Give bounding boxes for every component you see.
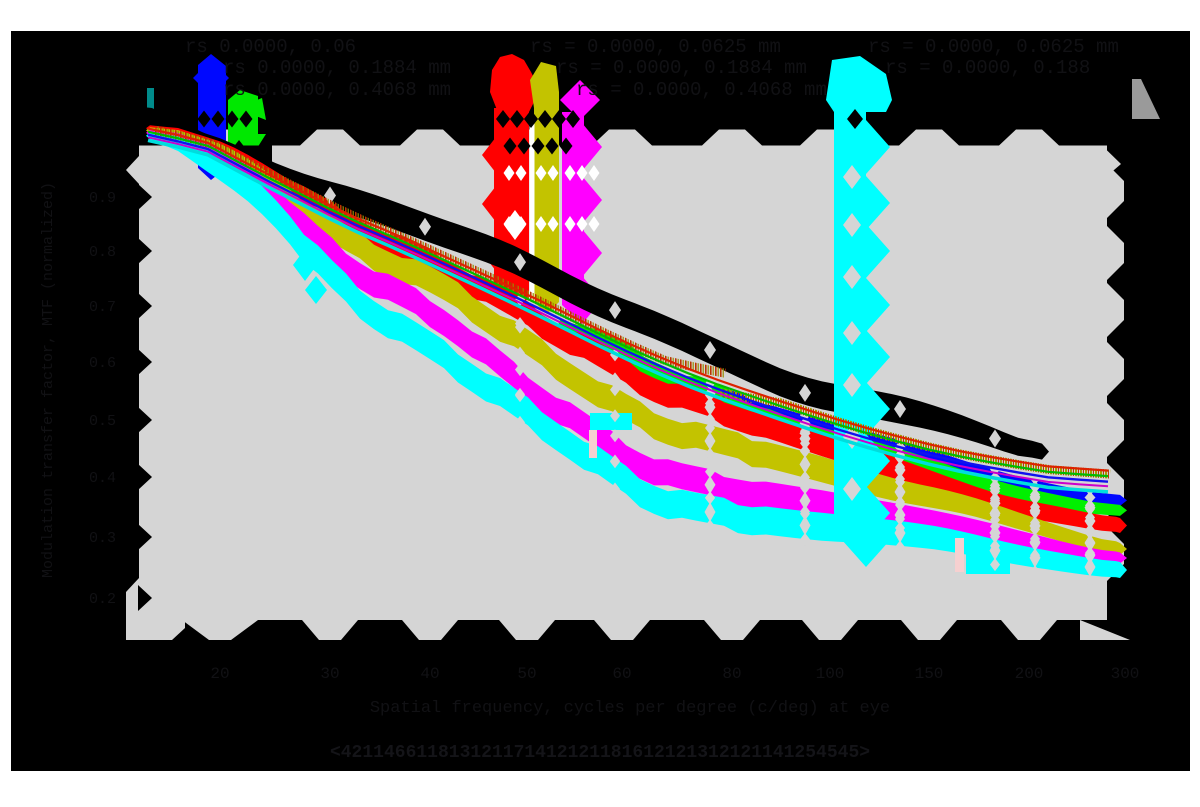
svg-text:0.7: 0.7 bbox=[89, 299, 116, 316]
svg-text:rs = 0.0000, 0.4068 mm: rs = 0.0000, 0.4068 mm bbox=[576, 79, 827, 101]
svg-text:0.8: 0.8 bbox=[89, 244, 116, 261]
svg-text:rs 0.0000, 0.1884 mm: rs 0.0000, 0.1884 mm bbox=[223, 57, 451, 79]
svg-text:100: 100 bbox=[816, 665, 845, 683]
svg-text:rs = 0.0000, 0.1884 mm: rs = 0.0000, 0.1884 mm bbox=[556, 57, 807, 79]
svg-text:0.3: 0.3 bbox=[89, 530, 116, 547]
svg-text:60: 60 bbox=[612, 665, 631, 683]
svg-text:rs = 0.0000, 0.0625 mm: rs = 0.0000, 0.0625 mm bbox=[530, 36, 781, 58]
svg-text:0.4: 0.4 bbox=[89, 470, 116, 487]
svg-text:200: 200 bbox=[1015, 665, 1044, 683]
svg-text:150: 150 bbox=[915, 665, 944, 683]
svg-text:rs 0.0000, 0.06: rs 0.0000, 0.06 bbox=[185, 36, 356, 58]
svg-text:rs 0.0000, 0.4068 mm: rs 0.0000, 0.4068 mm bbox=[223, 79, 451, 101]
svg-text:80: 80 bbox=[722, 665, 741, 683]
svg-text:50: 50 bbox=[517, 665, 536, 683]
svg-text:Spatial frequency, cycles per: Spatial frequency, cycles per degree (c/… bbox=[370, 699, 890, 718]
svg-text:40: 40 bbox=[420, 665, 439, 683]
svg-text:20: 20 bbox=[210, 665, 229, 683]
svg-text:rs = 0.0000, 0.0625 mm: rs = 0.0000, 0.0625 mm bbox=[868, 36, 1119, 58]
svg-text:<42114661181312117141212118161: <421146611813121171412121181612121312121… bbox=[330, 743, 870, 763]
svg-text:rs = 0.0000, 0.188: rs = 0.0000, 0.188 bbox=[885, 57, 1090, 79]
svg-text:0.2: 0.2 bbox=[89, 591, 116, 608]
svg-text:0.9: 0.9 bbox=[89, 190, 116, 207]
svg-text:0.5: 0.5 bbox=[89, 413, 116, 430]
svg-text:30: 30 bbox=[320, 665, 339, 683]
svg-text:0.6: 0.6 bbox=[89, 355, 116, 372]
svg-text:Modulation transfer factor, MT: Modulation transfer factor, MTF (normali… bbox=[40, 182, 57, 578]
svg-text:300: 300 bbox=[1111, 665, 1140, 683]
